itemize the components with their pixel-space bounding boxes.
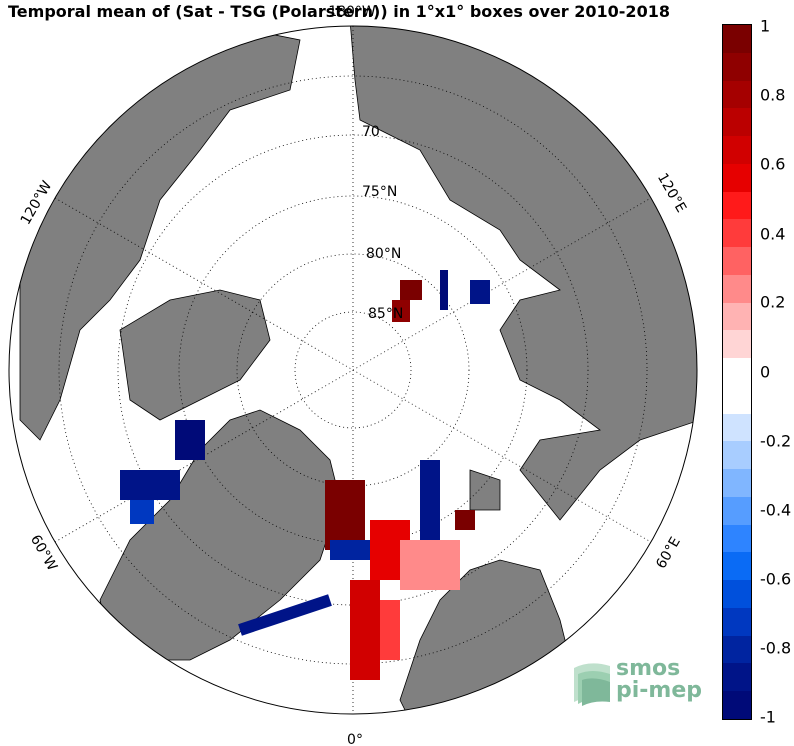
colorbar-segment xyxy=(723,52,751,81)
data-box xyxy=(470,280,490,304)
data-track xyxy=(238,594,332,636)
data-box xyxy=(130,500,154,524)
colorbar-tick: 0.4 xyxy=(760,224,786,244)
colorbar-segment xyxy=(723,274,751,304)
colorbar-segment xyxy=(723,469,751,498)
colorbar-segment xyxy=(723,635,751,664)
data-box xyxy=(350,580,380,680)
colorbar xyxy=(722,24,752,720)
colorbar-segment xyxy=(723,330,751,359)
smos-pi-mep-logo: smos pi-mep xyxy=(570,656,703,708)
colorbar-segment xyxy=(723,607,751,637)
land-svalbard xyxy=(469,469,501,511)
colorbar-segment xyxy=(723,219,751,248)
data-box xyxy=(175,420,205,460)
logo-text-smos: smos xyxy=(616,656,681,681)
colorbar-segment xyxy=(723,163,751,193)
colorbar-segment xyxy=(723,385,751,415)
data-boxes xyxy=(120,270,490,680)
lat-label-80: 80°N xyxy=(366,246,401,262)
colorbar-tick: -0.8 xyxy=(760,638,792,658)
colorbar-segment xyxy=(723,191,751,220)
colorbar-segment xyxy=(723,580,751,609)
colorbar-tick: 0.8 xyxy=(760,85,786,105)
map-border xyxy=(8,25,698,715)
colorbar-segment xyxy=(723,80,751,109)
colorbar-tick: 0 xyxy=(760,362,771,382)
colorbar-tick: -0.2 xyxy=(760,431,792,451)
data-box xyxy=(420,460,440,540)
colorbar-tick: 0.6 xyxy=(760,154,786,174)
lat-label-85: 85°N xyxy=(368,306,403,322)
colorbar-tick: 1 xyxy=(760,16,771,36)
data-box xyxy=(400,540,460,590)
colorbar-segment xyxy=(723,25,751,54)
lon-label-60e: 60°E xyxy=(653,534,684,571)
colorbar-segment xyxy=(723,441,751,470)
lon-label-120e: 120°E xyxy=(654,171,689,216)
colorbar-segment xyxy=(723,691,751,720)
colorbar-segment xyxy=(723,552,751,581)
data-box xyxy=(400,280,422,300)
data-box xyxy=(455,510,475,530)
lat-label-75: 75°N xyxy=(362,184,397,200)
colorbar-segment xyxy=(723,247,751,276)
logo-text-pi-mep: pi-mep xyxy=(616,678,703,703)
lat-label-70: 70 xyxy=(362,124,380,140)
data-box xyxy=(440,270,448,310)
colorbar-tick: 0.2 xyxy=(760,292,786,312)
colorbar-segment xyxy=(723,496,751,526)
lon-grid xyxy=(54,26,652,714)
colorbar-tick: -0.4 xyxy=(760,500,792,520)
lon-label-0: 0° xyxy=(347,732,363,746)
data-box xyxy=(380,600,400,660)
colorbar-segment xyxy=(723,136,751,165)
colorbar-tick: -0.6 xyxy=(760,569,792,589)
colorbar-segment xyxy=(723,524,751,553)
colorbar-segment xyxy=(723,358,751,387)
logo-icon xyxy=(574,663,610,706)
colorbar-segment xyxy=(723,413,751,442)
map-title: Temporal mean of (Sat - TSG (Polarstern)… xyxy=(8,2,670,21)
data-box xyxy=(330,540,370,560)
data-box xyxy=(120,470,180,500)
colorbar-tick: -1 xyxy=(760,707,776,727)
colorbar-segment xyxy=(723,108,751,137)
data-box xyxy=(325,480,365,550)
lon-label-180w: 180°W xyxy=(328,4,376,20)
land-ellesmere xyxy=(119,289,271,421)
colorbar-segment xyxy=(723,302,751,331)
data-box xyxy=(392,300,410,322)
colorbar-segment xyxy=(723,663,751,692)
